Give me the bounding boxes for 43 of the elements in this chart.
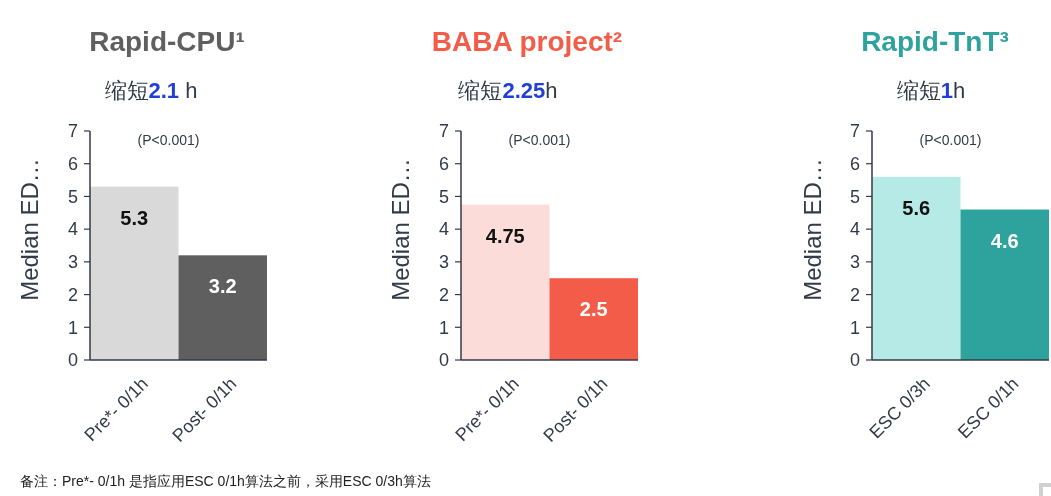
data-label: 4.6 xyxy=(990,229,1019,252)
y-axis-title: Median ED… xyxy=(16,158,44,301)
y-tick-label: 4 xyxy=(849,219,860,240)
y-tick-label: 2 xyxy=(67,284,78,305)
chart-subtitle: 缩短2.25h xyxy=(458,78,558,103)
y-tick-label: 5 xyxy=(849,186,860,207)
y-tick-label: 7 xyxy=(67,121,78,142)
annotation: (P<0.001) xyxy=(137,132,200,148)
chart-subtitle: 缩短1h xyxy=(896,78,966,103)
y-tick-label: 7 xyxy=(849,121,860,142)
y-tick-label: 1 xyxy=(67,317,78,338)
y-axis-title: Median ED… xyxy=(387,158,415,301)
y-tick-label: 2 xyxy=(438,284,449,305)
annotation: (P<0.001) xyxy=(508,132,571,148)
y-tick-label: 5 xyxy=(438,186,449,207)
y-tick-label: 7 xyxy=(438,121,449,142)
y-tick-label: 4 xyxy=(67,219,78,240)
y-tick-label: 0 xyxy=(849,350,860,371)
y-tick-label: 0 xyxy=(438,350,449,371)
annotation: (P<0.001) xyxy=(919,132,982,148)
y-tick-label: 6 xyxy=(849,154,860,175)
y-tick-label: 2 xyxy=(849,284,860,305)
data-label: 4.75 xyxy=(485,224,525,247)
y-tick-label: 6 xyxy=(438,154,449,175)
data-label: 5.6 xyxy=(902,196,931,219)
text: 备注：Pre*- 0/1h 是指应用ESC 0/1h算法之前，采用ESC 0/3h算法 xyxy=(20,473,431,489)
data-label: 3.2 xyxy=(208,275,237,298)
y-tick-label: 5 xyxy=(67,186,78,207)
chart-subtitle: 缩短2.1 h xyxy=(104,78,198,103)
y-tick-label: 3 xyxy=(849,252,860,273)
y-tick-label: 3 xyxy=(438,252,449,273)
y-tick-label: 6 xyxy=(67,154,78,175)
chart-title: Rapid-TnT³ xyxy=(861,26,1009,57)
y-tick-label: 0 xyxy=(67,350,78,371)
y-tick-label: 1 xyxy=(438,317,449,338)
chart-title: Rapid-CPU¹ xyxy=(89,26,245,57)
data-label: 2.5 xyxy=(579,298,608,321)
data-label: 5.3 xyxy=(120,206,149,229)
y-tick-label: 1 xyxy=(849,317,860,338)
y-tick-label: 3 xyxy=(67,252,78,273)
chart-title: BABA project² xyxy=(431,26,623,57)
y-axis-title: Median ED… xyxy=(799,158,827,301)
y-tick-label: 4 xyxy=(438,219,449,240)
